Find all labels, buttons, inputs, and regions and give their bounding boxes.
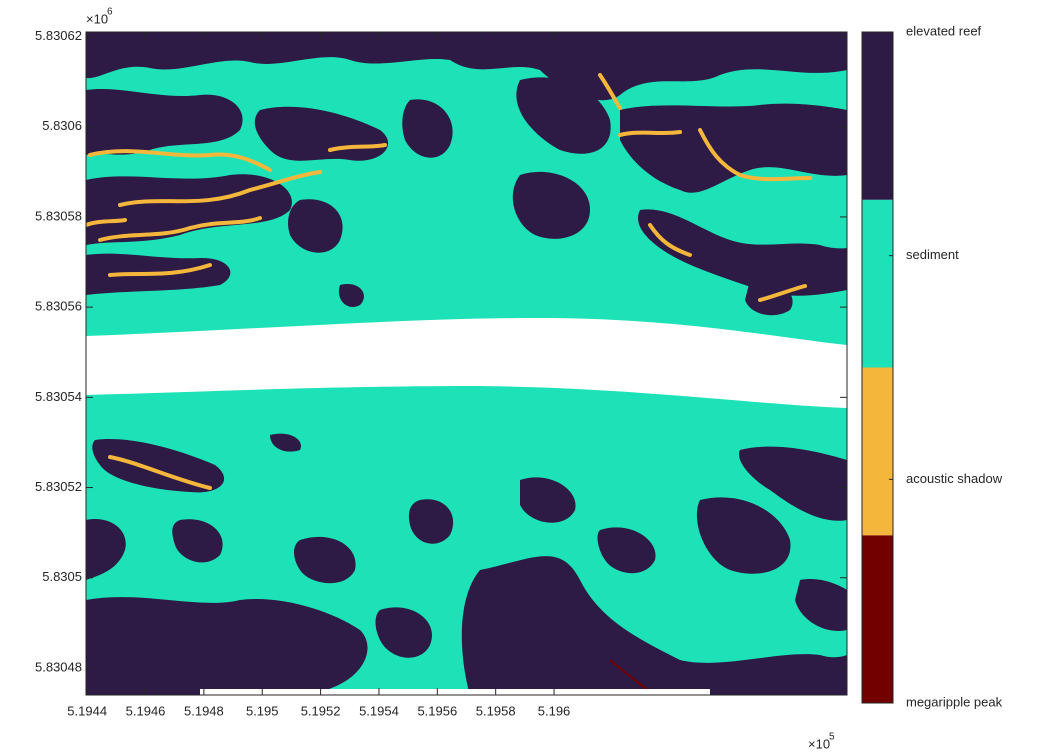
y-scale-power: 6	[107, 7, 113, 18]
colorbar-band	[862, 535, 893, 703]
x-tick-label: 5.1956	[417, 703, 457, 718]
y-tick-label: 5.83052	[35, 479, 82, 494]
y-tick-label: 5.83058	[35, 208, 82, 223]
colorbar-band	[862, 200, 893, 368]
x-scale-power: 5	[829, 732, 835, 743]
classified-map	[86, 32, 847, 695]
x-tick-label: 5.196	[538, 703, 571, 718]
x-tick-label: 5.195	[246, 703, 279, 718]
y-scale-base: ×10	[86, 11, 108, 26]
x-tick-label: 5.1946	[126, 703, 166, 718]
y-tick-label: 5.8306	[42, 118, 82, 133]
colorbar-band	[862, 32, 893, 200]
x-scale-base: ×10	[808, 736, 830, 751]
y-tick-label: 5.83054	[35, 389, 82, 404]
x-tick-label: 5.1952	[301, 703, 341, 718]
x-tick-label: 5.1958	[476, 703, 516, 718]
colorbar-tick-label: sediment	[906, 247, 959, 262]
y-tick-label: 5.8305	[42, 569, 82, 584]
y-tick-label: 5.83056	[35, 299, 82, 314]
x-tick-label: 5.1948	[184, 703, 224, 718]
colorbar-band	[862, 368, 893, 536]
colorbar-tick-label: megaripple peak	[906, 694, 1003, 709]
y-tick-label: 5.83048	[35, 659, 82, 674]
x-tick-label: 5.1944	[67, 703, 107, 718]
y-tick-label: 5.83062	[35, 28, 82, 43]
chart: ×10 6 ×10 5 5.1944 5.1946 5.1948 5.195 5.195…	[0, 0, 1046, 753]
colorbar-tick-label: acoustic shadow	[906, 471, 1003, 486]
x-tick-label: 5.1954	[359, 703, 399, 718]
colorbar-tick-label: elevated reef	[906, 23, 982, 38]
